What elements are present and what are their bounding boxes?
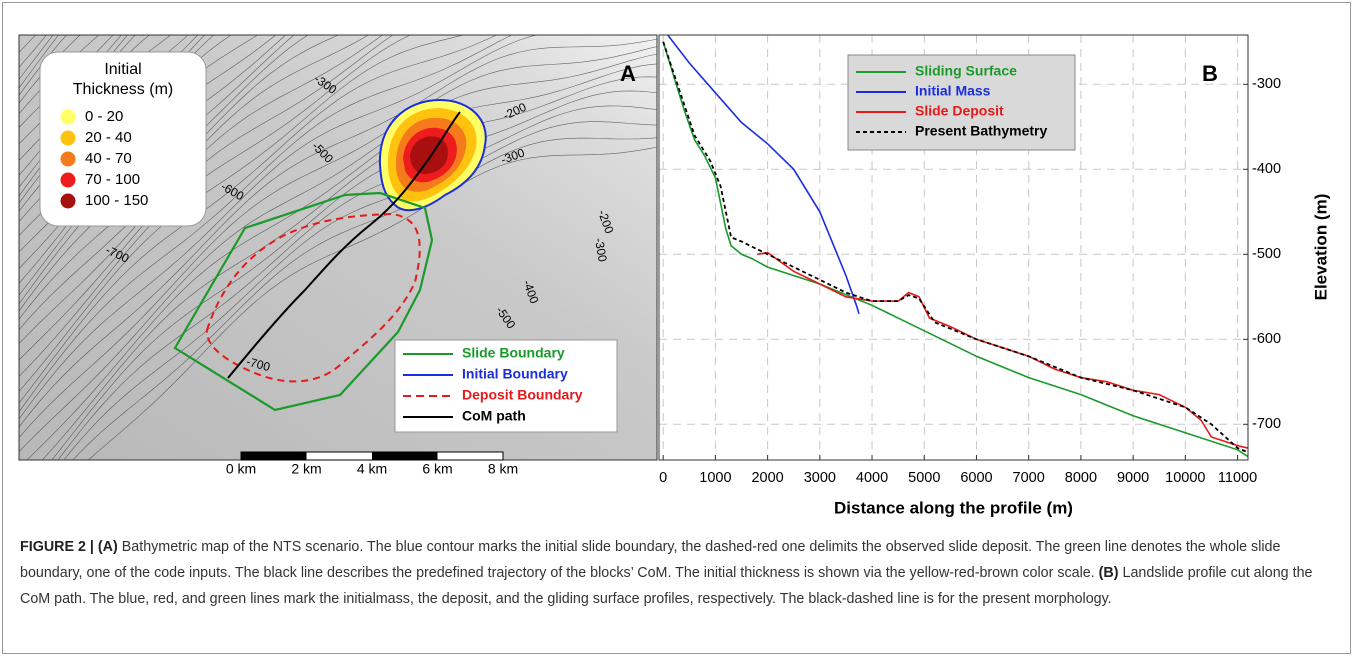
page: -300-200-300-500-600-700-200-300-400-500… xyxy=(0,0,1355,658)
caption: FIGURE 2 | (A) Bathymetric map of the NT… xyxy=(20,534,1338,612)
caption-tag: (B) xyxy=(1099,565,1119,581)
caption-label: FIGURE 2 | xyxy=(20,539,94,555)
caption-tag: (A) xyxy=(98,539,118,555)
caption-text: Bathymetric map of the NTS scenario. The… xyxy=(20,539,1280,581)
